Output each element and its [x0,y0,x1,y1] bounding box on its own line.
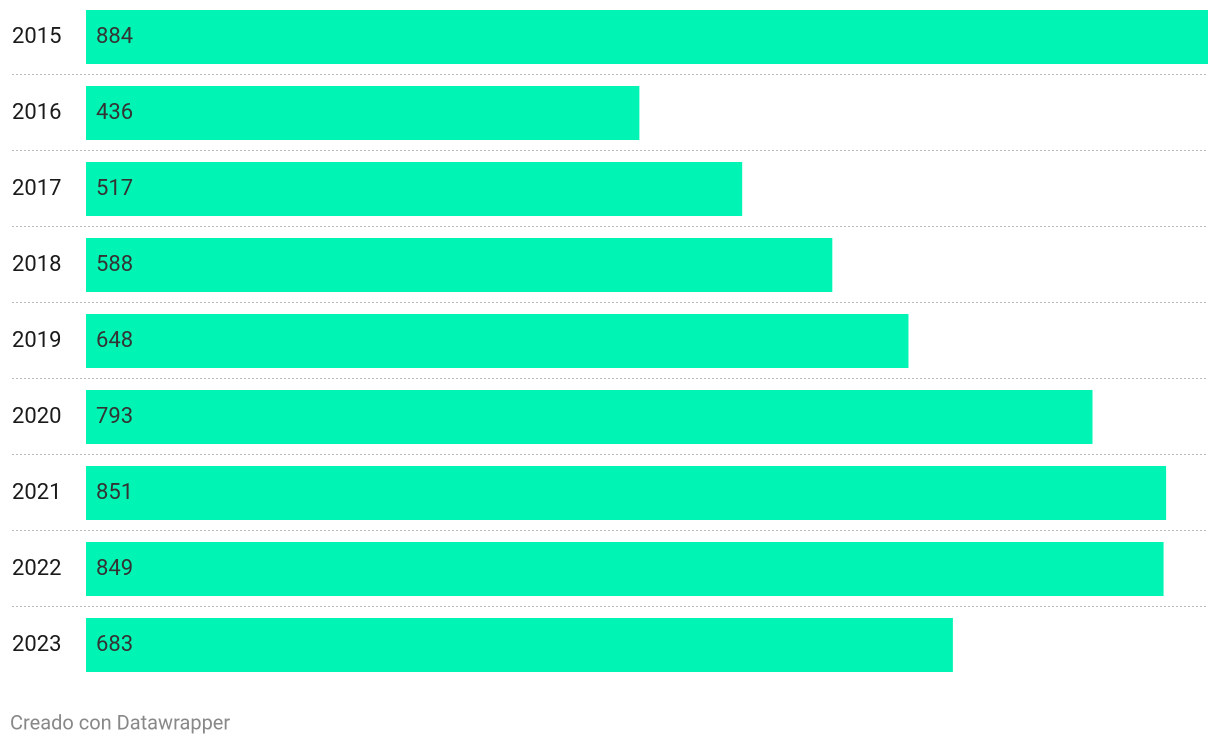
bar [86,314,909,368]
category-label: 2017 [12,176,61,201]
category-label: 2015 [12,24,61,49]
category-label: 2016 [12,100,61,125]
bar [86,10,1208,64]
value-label: 683 [96,632,133,657]
category-label: 2019 [12,328,61,353]
bar [86,466,1167,520]
bar [86,618,953,672]
category-label: 2022 [12,556,61,581]
bar [86,390,1093,444]
category-label: 2021 [12,480,61,505]
credit: Creado con Datawrapper [10,710,230,734]
value-label: 517 [96,176,133,201]
value-label: 436 [96,100,133,125]
bar [86,238,833,292]
value-label: 849 [96,556,133,581]
value-label: 648 [96,328,133,353]
value-label: 793 [96,404,133,429]
category-label: 2020 [12,404,61,429]
category-label: 2018 [12,252,61,277]
value-label: 851 [96,480,133,505]
value-label: 884 [96,24,133,49]
bar [86,162,743,216]
bar [86,542,1164,596]
bar [86,86,640,140]
value-label: 588 [96,252,133,277]
category-label: 2023 [12,632,61,657]
